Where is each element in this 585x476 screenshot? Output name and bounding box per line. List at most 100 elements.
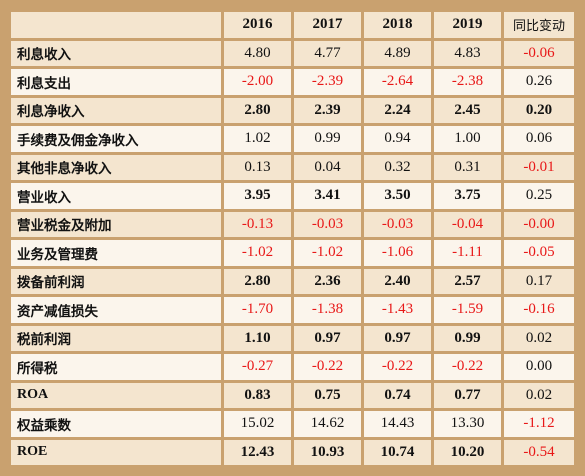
value-cell: 14.62 xyxy=(294,411,361,437)
yoy-cell: -0.01 xyxy=(504,154,574,180)
table-row: ROE 12.43 10.93 10.74 10.20 -0.54 xyxy=(11,439,574,465)
value-cell: 3.75 xyxy=(434,183,501,209)
header-year: 2017 xyxy=(294,12,361,38)
yoy-cell: 0.26 xyxy=(504,69,574,95)
value-cell: -0.22 xyxy=(364,354,431,380)
value-cell: 2.45 xyxy=(434,97,501,123)
value-cell: 12.43 xyxy=(224,439,291,465)
yoy-cell: -0.06 xyxy=(504,40,574,66)
value-cell: -1.11 xyxy=(434,240,501,266)
yoy-cell: 0.02 xyxy=(504,382,574,408)
table-row: 所得税 -0.27 -0.22 -0.22 -0.22 0.00 xyxy=(11,354,574,380)
value-cell: -1.02 xyxy=(224,240,291,266)
value-cell: 4.77 xyxy=(294,40,361,66)
value-cell: -2.64 xyxy=(364,69,431,95)
value-cell: 1.10 xyxy=(224,325,291,351)
value-cell: -1.70 xyxy=(224,297,291,323)
yoy-cell: 0.02 xyxy=(504,325,574,351)
value-cell: 2.24 xyxy=(364,97,431,123)
value-cell: -0.27 xyxy=(224,354,291,380)
value-cell: -0.03 xyxy=(364,211,431,237)
value-cell: 3.50 xyxy=(364,183,431,209)
value-cell: 3.95 xyxy=(224,183,291,209)
value-cell: 0.99 xyxy=(434,325,501,351)
value-cell: 13.30 xyxy=(434,411,501,437)
table-row: 其他非息净收入 0.13 0.04 0.32 0.31 -0.01 xyxy=(11,154,574,180)
value-cell: 0.97 xyxy=(294,325,361,351)
yoy-cell: 0.17 xyxy=(504,268,574,294)
value-cell: 10.93 xyxy=(294,439,361,465)
header-year: 2019 xyxy=(434,12,501,38)
value-cell: 2.39 xyxy=(294,97,361,123)
value-cell: 4.89 xyxy=(364,40,431,66)
table-row: 权益乘数 15.02 14.62 14.43 13.30 -1.12 xyxy=(11,411,574,437)
value-cell: 0.13 xyxy=(224,154,291,180)
yoy-cell: -0.16 xyxy=(504,297,574,323)
value-cell: 14.43 xyxy=(364,411,431,437)
value-cell: -2.38 xyxy=(434,69,501,95)
value-cell: 0.99 xyxy=(294,126,361,152)
yoy-cell: -0.54 xyxy=(504,439,574,465)
row-label: 利息净收入 xyxy=(11,97,221,123)
value-cell: -1.06 xyxy=(364,240,431,266)
row-label: 其他非息净收入 xyxy=(11,154,221,180)
value-cell: 0.97 xyxy=(364,325,431,351)
value-cell: -0.03 xyxy=(294,211,361,237)
table-row: 营业税金及附加 -0.13 -0.03 -0.03 -0.04 -0.00 xyxy=(11,211,574,237)
row-label: 税前利润 xyxy=(11,325,221,351)
value-cell: 0.83 xyxy=(224,382,291,408)
value-cell: -0.04 xyxy=(434,211,501,237)
value-cell: 1.02 xyxy=(224,126,291,152)
value-cell: 2.80 xyxy=(224,268,291,294)
table-row: 营业收入 3.95 3.41 3.50 3.75 0.25 xyxy=(11,183,574,209)
yoy-cell: 0.06 xyxy=(504,126,574,152)
value-cell: 4.80 xyxy=(224,40,291,66)
value-cell: -0.13 xyxy=(224,211,291,237)
value-cell: 2.40 xyxy=(364,268,431,294)
row-label: 所得税 xyxy=(11,354,221,380)
table-row: 利息支出 -2.00 -2.39 -2.64 -2.38 0.26 xyxy=(11,69,574,95)
value-cell: -1.43 xyxy=(364,297,431,323)
value-cell: -1.59 xyxy=(434,297,501,323)
yoy-cell: 0.25 xyxy=(504,183,574,209)
row-label: 权益乘数 xyxy=(11,411,221,437)
value-cell: 10.20 xyxy=(434,439,501,465)
header-year: 2016 xyxy=(224,12,291,38)
header-corner xyxy=(11,12,221,38)
table-row: ROA 0.83 0.75 0.74 0.77 0.02 xyxy=(11,382,574,408)
row-label: 利息收入 xyxy=(11,40,221,66)
value-cell: 3.41 xyxy=(294,183,361,209)
value-cell: 2.36 xyxy=(294,268,361,294)
yoy-cell: -0.00 xyxy=(504,211,574,237)
yoy-cell: -0.05 xyxy=(504,240,574,266)
table-row: 利息净收入 2.80 2.39 2.24 2.45 0.20 xyxy=(11,97,574,123)
value-cell: -2.39 xyxy=(294,69,361,95)
value-cell: 4.83 xyxy=(434,40,501,66)
value-cell: 0.77 xyxy=(434,382,501,408)
value-cell: -1.02 xyxy=(294,240,361,266)
row-label: 拨备前利润 xyxy=(11,268,221,294)
financial-table: 2016 2017 2018 2019 同比变动 利息收入 4.80 4.77 4.8… xyxy=(8,9,577,468)
value-cell: 0.31 xyxy=(434,154,501,180)
value-cell: 0.32 xyxy=(364,154,431,180)
value-cell: 2.80 xyxy=(224,97,291,123)
header-yoy: 同比变动 xyxy=(504,12,574,38)
value-cell: -0.22 xyxy=(294,354,361,380)
value-cell: -2.00 xyxy=(224,69,291,95)
value-cell: -0.22 xyxy=(434,354,501,380)
value-cell: -1.38 xyxy=(294,297,361,323)
value-cell: 10.74 xyxy=(364,439,431,465)
table-row: 资产减值损失 -1.70 -1.38 -1.43 -1.59 -0.16 xyxy=(11,297,574,323)
table-row: 手续费及佣金净收入 1.02 0.99 0.94 1.00 0.06 xyxy=(11,126,574,152)
yoy-cell: -1.12 xyxy=(504,411,574,437)
value-cell: 0.04 xyxy=(294,154,361,180)
table-row: 税前利润 1.10 0.97 0.97 0.99 0.02 xyxy=(11,325,574,351)
value-cell: 1.00 xyxy=(434,126,501,152)
header-year: 2018 xyxy=(364,12,431,38)
value-cell: 2.57 xyxy=(434,268,501,294)
row-label: 营业税金及附加 xyxy=(11,211,221,237)
row-label: 手续费及佣金净收入 xyxy=(11,126,221,152)
table-row: 利息收入 4.80 4.77 4.89 4.83 -0.06 xyxy=(11,40,574,66)
header-row: 2016 2017 2018 2019 同比变动 xyxy=(11,12,574,38)
yoy-cell: 0.20 xyxy=(504,97,574,123)
